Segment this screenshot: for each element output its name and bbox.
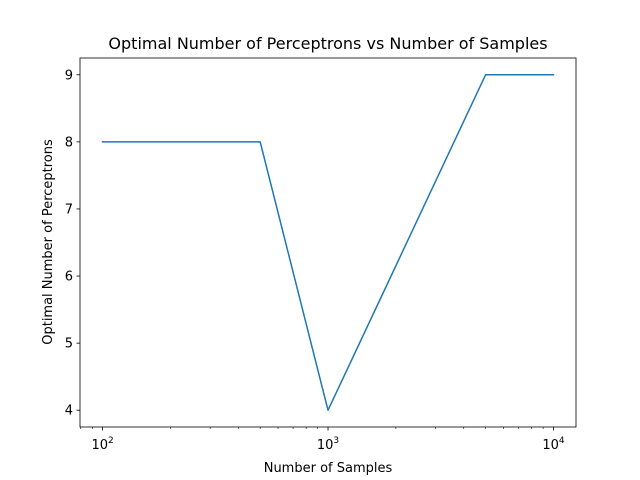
plot-area: 4 5 6 7 8 9 102 103 104: [65, 57, 577, 453]
y-tick-label: 9: [65, 68, 73, 83]
x-tick-label: 103: [317, 436, 339, 453]
y-tick-label: 8: [65, 135, 73, 150]
y-axis-label: Optimal Number of Perceptrons: [41, 139, 56, 345]
x-tick-label: 102: [91, 436, 113, 453]
chart-title: Optimal Number of Perceptrons vs Number …: [108, 34, 547, 53]
y-tick-label: 5: [65, 337, 73, 352]
x-tick-label: 104: [542, 436, 565, 453]
series-line-0: [101, 74, 555, 411]
y-tick-label: 7: [65, 202, 73, 217]
axes-frame: [79, 57, 577, 428]
y-tick-label: 4: [65, 404, 73, 419]
x-axis-label: Number of Samples: [264, 461, 393, 476]
y-tick-label: 6: [65, 270, 73, 285]
